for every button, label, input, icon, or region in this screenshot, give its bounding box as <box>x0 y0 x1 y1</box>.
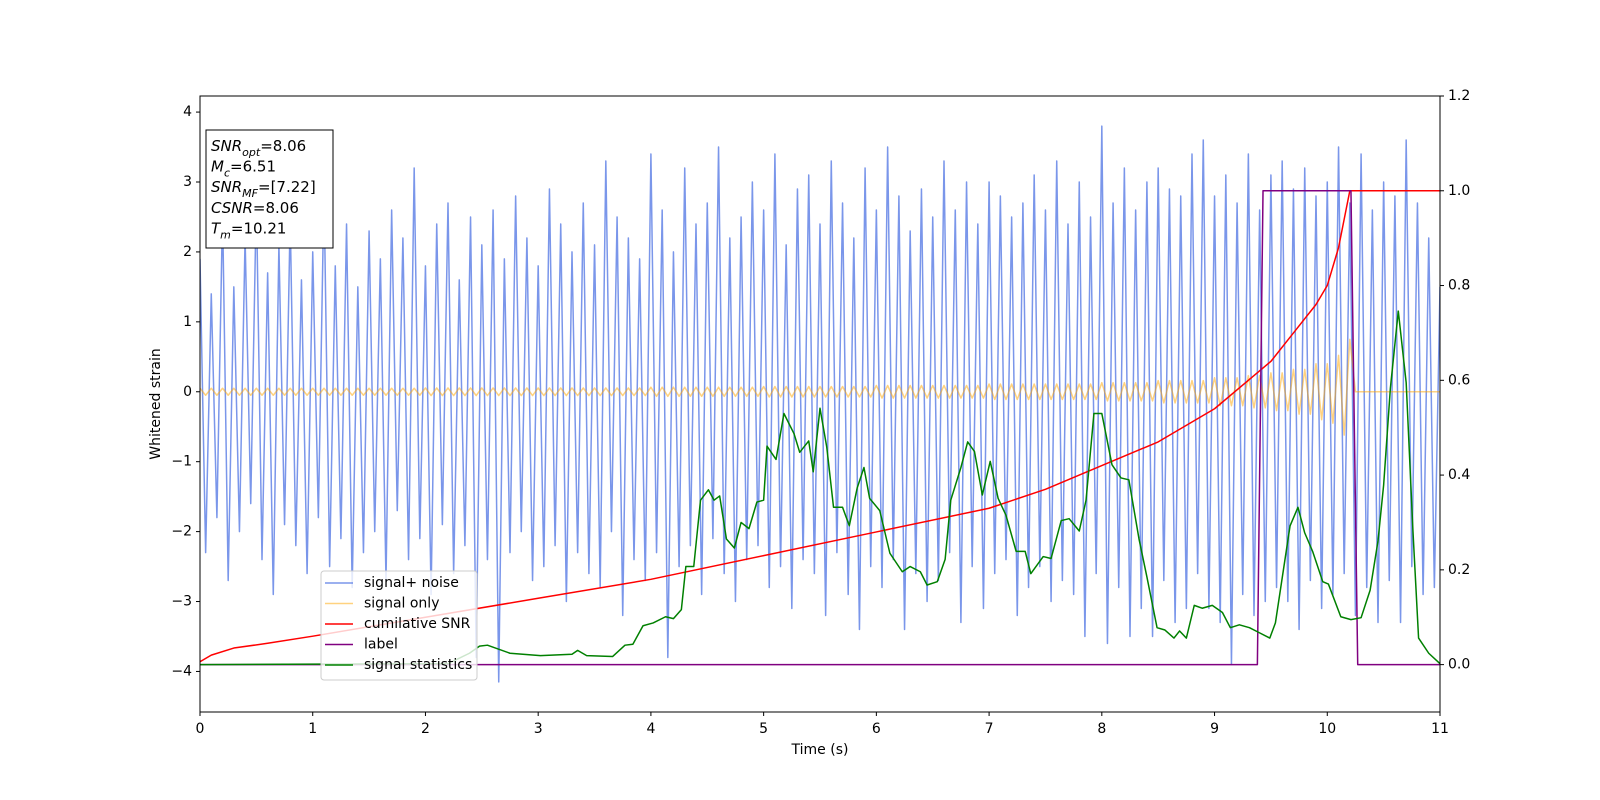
annotation-value: =6.51 <box>230 157 276 175</box>
legend-label: cumilative SNR <box>364 616 471 632</box>
y-tick-label: 1 <box>183 314 192 330</box>
y2-tick-label: 0.0 <box>1448 657 1470 673</box>
series-line <box>200 190 1440 666</box>
annotation-value: =8.06 <box>253 198 299 216</box>
x-tick-label: 4 <box>646 721 655 737</box>
y2-tick-label: 0.6 <box>1448 372 1470 388</box>
series-line <box>200 338 1440 436</box>
annotation-text: SNRopt=8.06 <box>211 137 306 159</box>
x-tick-label: 3 <box>534 721 543 737</box>
annotation-subscript: m <box>220 228 231 241</box>
annotation-subscript: MF <box>242 187 258 200</box>
annotation-text: SNRMF=[7.22] <box>211 178 316 200</box>
annotation-value: =[7.22] <box>258 178 316 196</box>
annotation-subscript: c <box>224 166 230 179</box>
annotation-value: =10.21 <box>231 219 287 237</box>
x-tick-label: 7 <box>985 721 994 737</box>
x-tick-label: 5 <box>759 721 768 737</box>
annotation-text: Tm=10.21 <box>211 219 286 241</box>
x-tick-label: 8 <box>1097 721 1106 737</box>
annotation-value: =8.06 <box>260 137 306 155</box>
x-tick-label: 1 <box>308 721 317 737</box>
x-axis-label: Time (s) <box>791 742 849 758</box>
x-tick-label: 10 <box>1318 721 1336 737</box>
x-tick-label: 11 <box>1431 721 1449 737</box>
x-tick-label: 2 <box>421 721 430 737</box>
annotation-box: SNRopt=8.06Mc=6.51SNRMF=[7.22]CSNR=8.06T… <box>205 129 334 249</box>
y2-tick-label: 1.2 <box>1448 88 1470 104</box>
y-tick-label: 4 <box>183 104 192 120</box>
annotation-text: CSNR=8.06 <box>211 198 299 216</box>
y-tick-label: −2 <box>171 524 192 540</box>
x-tick-label: 6 <box>872 721 881 737</box>
series-line <box>200 190 1440 663</box>
legend-label: signal+ noise <box>364 575 459 591</box>
annotation-frame <box>205 129 334 249</box>
x-tick-label: 9 <box>1210 721 1219 737</box>
annotation-subscript: opt <box>242 146 261 159</box>
y2-tick-label: 0.2 <box>1448 562 1470 578</box>
y-tick-label: −3 <box>171 594 192 610</box>
annotation-symbol: SNR <box>211 137 242 155</box>
y-tick-label: 3 <box>183 174 192 190</box>
legend: signal+ noise signal only cumilative SNR la… <box>320 570 478 681</box>
annotation-text: Mc=6.51 <box>211 157 276 179</box>
series-line <box>200 125 1440 683</box>
legend-label: signal statistics <box>364 657 472 673</box>
y-axis-label: Whitened strain <box>148 348 164 459</box>
annotation-symbol: T <box>211 219 222 237</box>
axes-frame <box>199 95 1441 713</box>
x-tick-label: 0 <box>196 721 205 737</box>
annotation-symbol: CSNR <box>211 198 253 216</box>
legend-label: label <box>364 637 398 653</box>
y2-tick-label: 0.4 <box>1448 467 1470 483</box>
y-tick-label: 2 <box>183 244 192 260</box>
plot-area <box>200 125 1440 683</box>
y2-tick-label: 1.0 <box>1448 183 1470 199</box>
annotation-symbol: M <box>211 157 224 175</box>
y-tick-label: −1 <box>171 454 192 470</box>
annotation-symbol: SNR <box>211 178 242 196</box>
legend-label: signal only <box>364 596 439 612</box>
y2-tick-label: 0.8 <box>1448 278 1470 294</box>
legend-frame <box>320 570 478 681</box>
series-line <box>200 310 1440 666</box>
y-tick-label: 0 <box>183 384 192 400</box>
y-tick-label: −4 <box>171 663 192 679</box>
